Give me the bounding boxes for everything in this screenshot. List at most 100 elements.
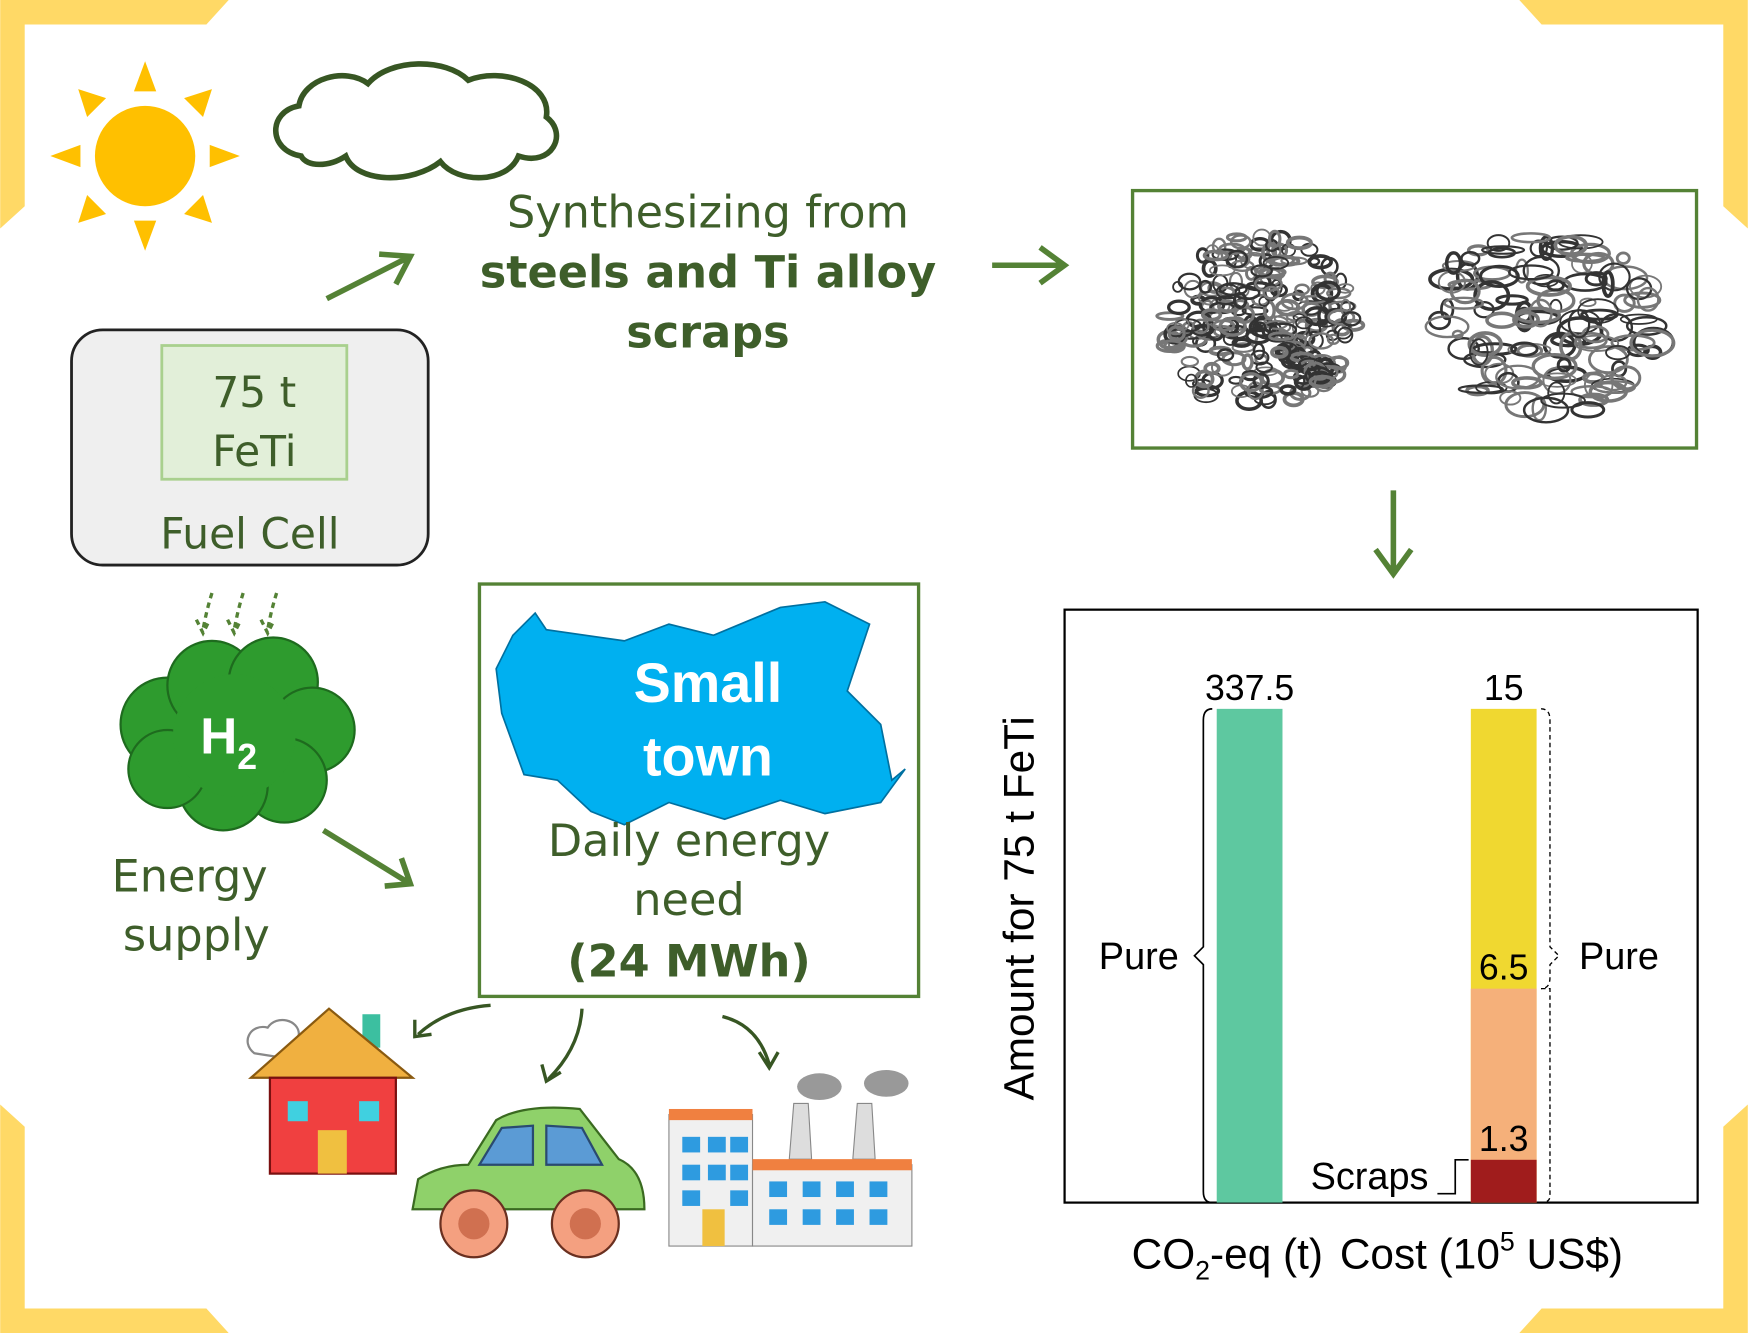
town-map — [495, 600, 906, 826]
scrap-coil — [1252, 342, 1266, 360]
scrap-coil — [1593, 380, 1637, 395]
scrap-coil — [1619, 313, 1658, 325]
scrap-coil — [1449, 278, 1481, 305]
h2-label: H2 — [200, 707, 257, 777]
scrap-coil — [1546, 279, 1565, 292]
scrap-coil — [1195, 247, 1210, 264]
callout-label: Scraps — [1311, 1156, 1429, 1198]
cloud — [273, 61, 560, 181]
scrap-coil — [1315, 280, 1341, 302]
scrap-coil — [1625, 316, 1668, 336]
scrap-coil — [1250, 264, 1273, 278]
scrap-coil — [1263, 315, 1289, 330]
bar — [1216, 708, 1283, 1203]
category-label-part: 2 — [1195, 1256, 1210, 1286]
energy-supply: supply — [123, 910, 270, 962]
corner — [0, 1104, 229, 1333]
scrap-coil — [1553, 234, 1589, 257]
window — [682, 1190, 701, 1206]
arrows — [194, 245, 1414, 1084]
window — [730, 1136, 749, 1153]
corner — [0, 0, 229, 229]
scrap-coil — [1525, 275, 1572, 297]
scrap-coil — [1469, 338, 1489, 366]
scrap-coil — [1467, 331, 1503, 358]
synthesis-line: Synthesizing from — [507, 186, 909, 238]
h2-symbol: H — [200, 707, 237, 764]
fuel-cell-label: Fuel Cell — [160, 509, 339, 558]
scrap-coil — [1444, 251, 1463, 275]
brace-label: Pure — [1099, 936, 1179, 978]
scrap-coil — [1443, 296, 1485, 310]
steel-scrap-photo — [1155, 228, 1366, 411]
scrap-coil — [1307, 254, 1333, 270]
scrap-coil — [1202, 249, 1229, 262]
scrap-coil — [1285, 235, 1313, 251]
scrap-coil — [1336, 326, 1354, 344]
scrap-coil — [1241, 306, 1269, 316]
energy-supply: Energy — [112, 851, 268, 903]
window — [802, 1181, 821, 1198]
scrap-coil — [1167, 299, 1191, 316]
scrap-coil — [1340, 298, 1352, 317]
scrap-coil — [1473, 280, 1511, 312]
corner — [1519, 1104, 1748, 1333]
scrap-coil — [1573, 334, 1620, 352]
brace — [1541, 708, 1560, 990]
category-label-part: US$) — [1515, 1230, 1623, 1277]
scrap-coil — [1280, 256, 1308, 266]
scrap-coil — [1308, 332, 1335, 350]
scrap-coil — [1159, 339, 1184, 350]
window — [682, 1164, 701, 1181]
window — [682, 1136, 701, 1153]
category-label-part: -eq (t) — [1210, 1230, 1323, 1277]
material-box — [160, 344, 349, 481]
scrap-coil — [1270, 345, 1289, 359]
scrap-coil — [1531, 352, 1578, 380]
scrap-coil — [1267, 229, 1282, 249]
value-label: 6.5 — [1479, 948, 1529, 988]
window — [869, 1209, 888, 1225]
brace-label: Pure — [1579, 936, 1659, 978]
scrap-coil — [1587, 345, 1629, 375]
scrap-coil — [1185, 373, 1198, 388]
scrap-coil — [1565, 252, 1606, 263]
scrap-coil — [1191, 318, 1210, 335]
scrap-coil — [1238, 372, 1264, 393]
scrap-coil — [1522, 396, 1570, 424]
scrap-coil — [1508, 264, 1554, 281]
scrap-coil — [1218, 316, 1247, 337]
scrap-coil — [1481, 245, 1526, 255]
window — [707, 1164, 726, 1181]
scrap-coil — [1208, 264, 1236, 277]
energy-need: Daily energy — [548, 815, 830, 867]
scrap-coil — [1233, 291, 1248, 310]
scrap-coil — [1241, 353, 1254, 371]
bar — [1470, 1159, 1537, 1203]
scrap-coil — [1528, 298, 1553, 328]
scrap-coil — [1495, 294, 1529, 306]
synthesis-line: scraps — [626, 307, 789, 359]
scrap-coil — [1191, 382, 1210, 399]
town-name: town — [643, 726, 773, 788]
scrap-coil — [1222, 331, 1239, 346]
scrap-coil — [1293, 374, 1306, 389]
brace — [1193, 708, 1213, 1204]
window — [730, 1190, 749, 1206]
scrap-coil — [1516, 343, 1544, 358]
scrap-coil — [1478, 264, 1520, 288]
window — [802, 1209, 821, 1225]
scrap-coil — [1547, 381, 1566, 405]
scrap-coil — [1601, 270, 1615, 299]
window — [769, 1181, 788, 1198]
scrap-coil — [1268, 331, 1295, 342]
bracket — [1541, 987, 1551, 1204]
scrap-coil — [1629, 328, 1676, 358]
factory-windows — [682, 1136, 888, 1225]
town-name: Small — [634, 652, 783, 714]
scrap-coil — [1155, 311, 1185, 321]
scrap-coil — [1570, 401, 1606, 419]
scrap-coil — [1556, 357, 1572, 373]
scrap-coil — [1211, 248, 1239, 261]
plot-frame — [1063, 608, 1699, 1204]
